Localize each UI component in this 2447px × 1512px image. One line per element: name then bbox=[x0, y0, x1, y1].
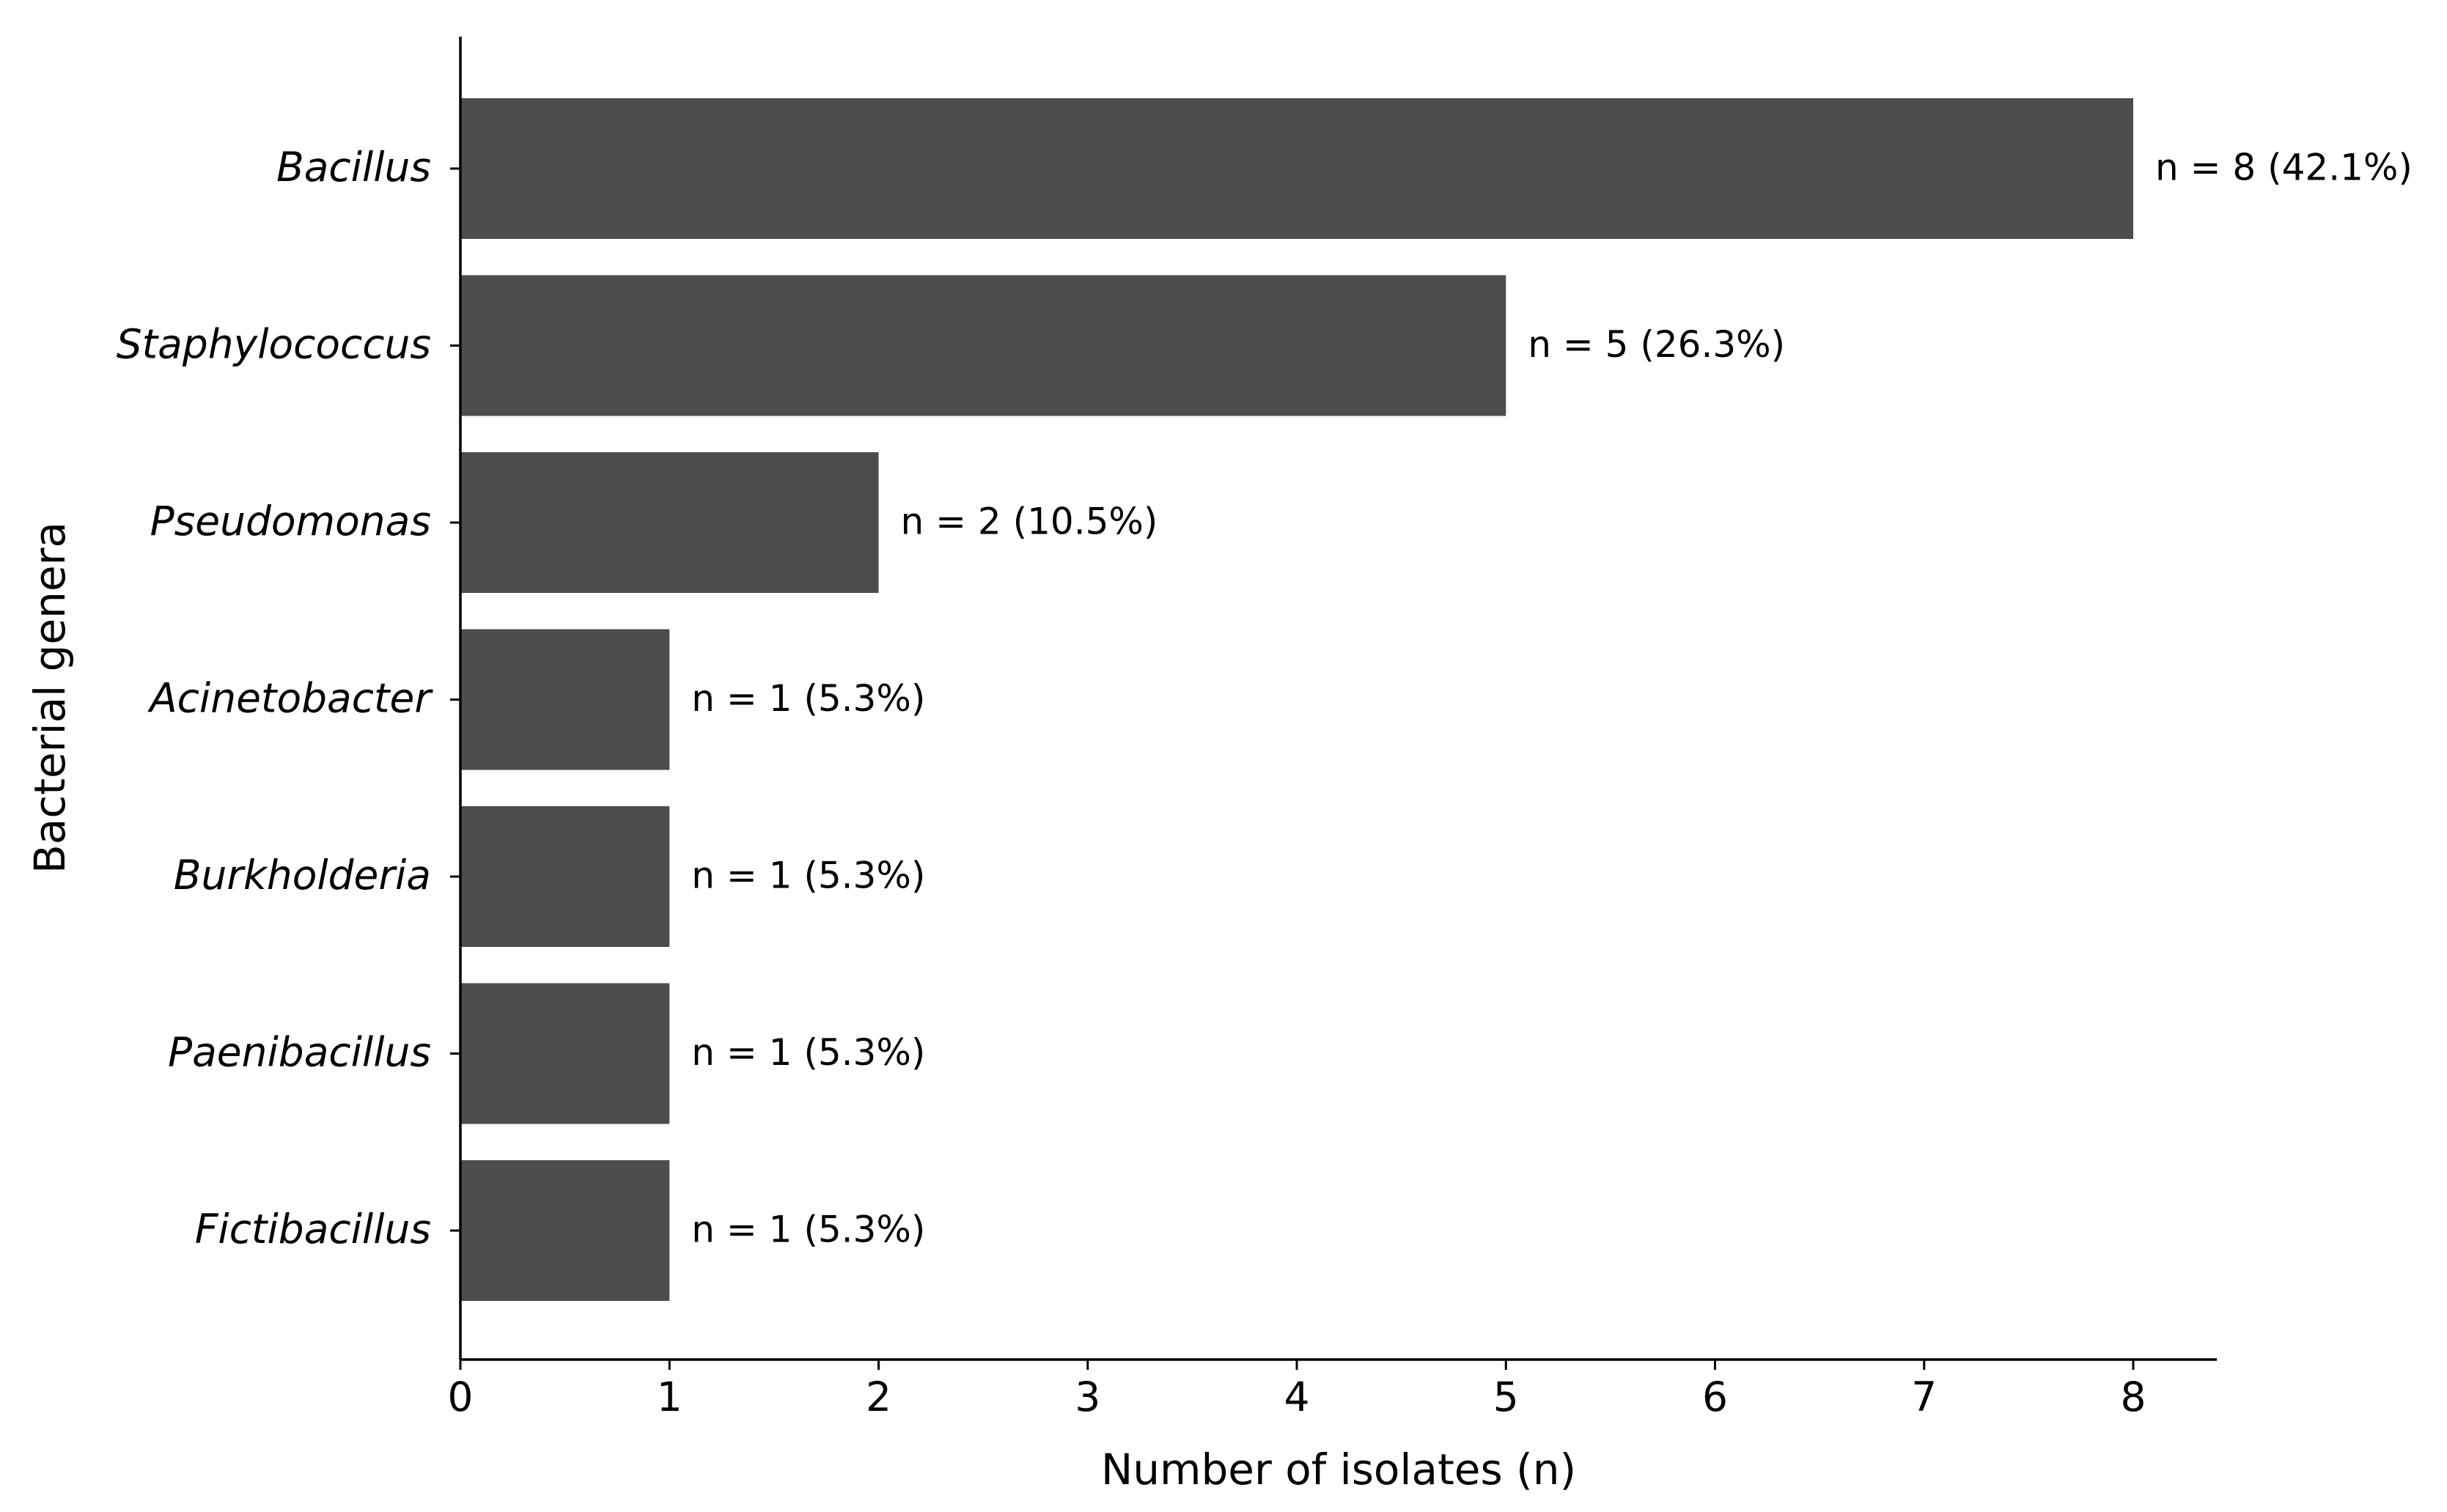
x-axis-title: Number of isolates (n) bbox=[1101, 1445, 1576, 1494]
y-tick-label-pseudomonas: Pseudomonas bbox=[150, 498, 431, 545]
x-tick-label-4: 4 bbox=[1284, 1373, 1310, 1420]
x-tick-label-5: 5 bbox=[1493, 1373, 1519, 1420]
x-tick-label-6: 6 bbox=[1702, 1373, 1728, 1420]
x-tick-label-3: 3 bbox=[1075, 1373, 1100, 1420]
data-label-pseudomonas: n = 2 (10.5%) bbox=[901, 501, 1158, 543]
data-label-fictibacillus: n = 1 (5.3%) bbox=[691, 1209, 925, 1251]
bar-fictibacillus bbox=[460, 1160, 670, 1301]
y-tick-label-bacillus: Bacillus bbox=[276, 144, 431, 191]
x-tick-label-0: 0 bbox=[448, 1373, 474, 1420]
x-tick-label-7: 7 bbox=[1911, 1373, 1937, 1420]
data-label-bacillus: n = 8 (42.1%) bbox=[2155, 147, 2413, 189]
x-tick-label-2: 2 bbox=[866, 1373, 891, 1420]
data-labels-group: n = 8 (42.1%) n = 5 (26.3%) n = 2 (10.5%) n… bbox=[691, 147, 2413, 1251]
y-axis-title: Bacterial genera bbox=[25, 522, 75, 874]
bar-paenibacillus bbox=[460, 983, 670, 1124]
bar-bacillus bbox=[460, 98, 2133, 239]
y-tick-label-paenibacillus: Paenibacillus bbox=[168, 1029, 431, 1076]
bar-acinetobacter bbox=[460, 629, 670, 770]
data-label-burkholderia: n = 1 (5.3%) bbox=[691, 855, 925, 897]
bars-group bbox=[460, 98, 2133, 1301]
y-tick-label-acinetobacter: Acinetobacter bbox=[147, 675, 433, 722]
x-ticks-group: 0 1 2 3 4 5 6 7 8 bbox=[448, 1360, 2146, 1420]
data-label-acinetobacter: n = 1 (5.3%) bbox=[691, 677, 925, 720]
bar-burkholderia bbox=[460, 806, 670, 947]
data-label-staphylococcus: n = 5 (26.3%) bbox=[1528, 323, 1785, 366]
y-ticks-group: Bacillus Staphylococcus Pseudomonas Acineto… bbox=[117, 144, 460, 1253]
x-tick-label-1: 1 bbox=[657, 1373, 682, 1420]
data-label-paenibacillus: n = 1 (5.3%) bbox=[691, 1031, 925, 1074]
y-tick-label-fictibacillus: Fictibacillus bbox=[195, 1206, 431, 1253]
y-tick-label-burkholderia: Burkholderia bbox=[174, 852, 431, 899]
bar-pseudomonas bbox=[460, 452, 879, 593]
x-tick-label-8: 8 bbox=[2121, 1373, 2146, 1420]
bar-staphylococcus bbox=[460, 275, 1506, 416]
y-tick-label-staphylococcus: Staphylococcus bbox=[117, 321, 431, 368]
